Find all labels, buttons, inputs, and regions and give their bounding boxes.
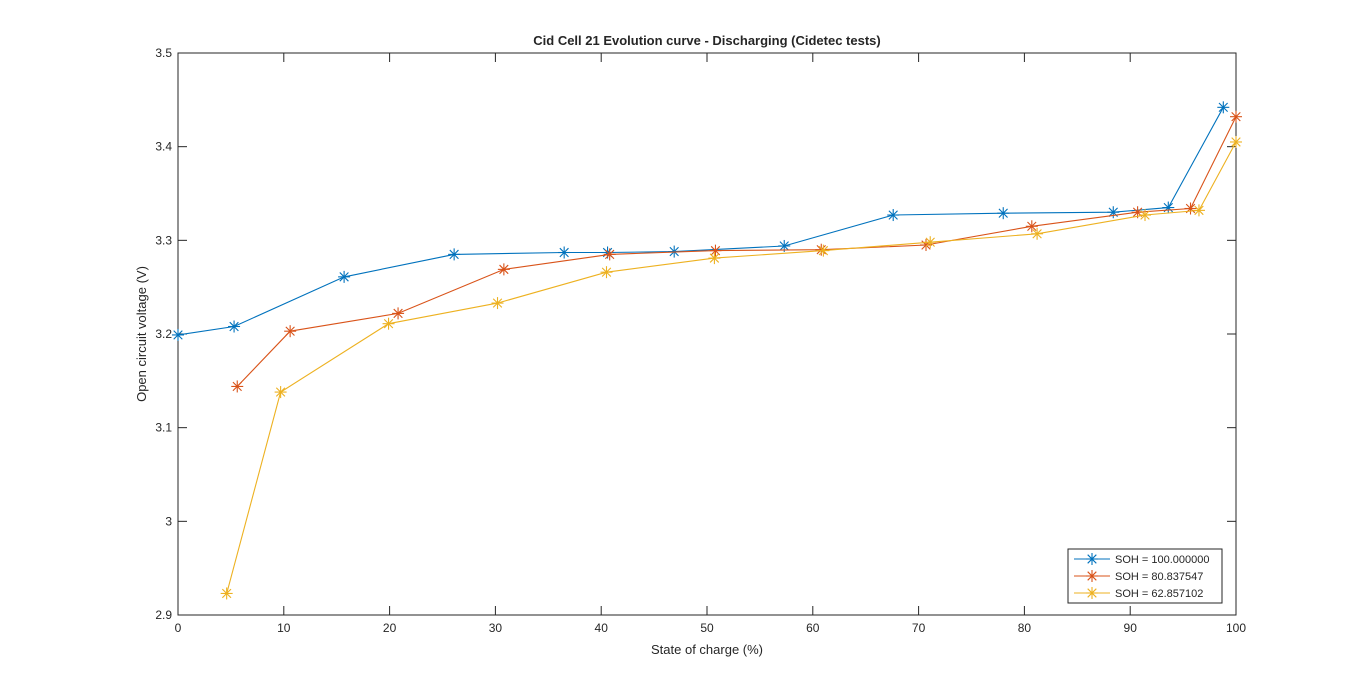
data-point-series-3 (1192, 204, 1205, 217)
y-tick-label: 3.3 (155, 233, 172, 247)
legend-marker-3 (1086, 587, 1098, 599)
x-tick-label: 70 (912, 621, 926, 635)
data-point-series-3 (1230, 135, 1242, 148)
x-tick-label: 100 (1226, 621, 1246, 635)
data-point-series-1 (778, 239, 791, 252)
data-point-series-1 (172, 328, 184, 341)
y-tick-label: 2.9 (155, 608, 172, 622)
y-tick-label: 3.5 (155, 46, 172, 60)
x-tick-label: 80 (1018, 621, 1032, 635)
legend-marker-1 (1086, 553, 1098, 565)
x-tick-label: 10 (277, 621, 291, 635)
data-point-series-2 (231, 380, 244, 393)
data-point-series-2 (392, 307, 405, 320)
x-tick-label: 30 (489, 621, 503, 635)
plot-area: 0 10 20 30 40 50 60 70 80 90 100 2.9 3 3.1 3.2 3.3 3.4 3.… (155, 46, 1246, 635)
data-point-series-1 (887, 209, 900, 222)
data-point-series-1 (228, 320, 241, 333)
x-tick-label: 0 (175, 621, 182, 635)
series-line-2 (236, 116, 1237, 387)
y-tick-label: 3.2 (155, 327, 172, 341)
series-line-3 (226, 141, 1237, 594)
y-tick-label: 3 (165, 514, 172, 528)
data-point-series-2 (603, 248, 616, 261)
legend-marker-2 (1086, 570, 1098, 582)
data-point-series-1 (997, 207, 1010, 220)
data-point-series-3 (600, 266, 613, 279)
chart-title: Cid Cell 21 Evolution curve - Dischargin… (533, 33, 880, 48)
x-tick-label: 40 (595, 621, 609, 635)
data-point-series-1 (338, 270, 351, 283)
legend: SOH = 100.000000 SOH = 80.837547 SOH = 62.… (1067, 548, 1223, 604)
data-point-series-3 (382, 317, 395, 330)
legend-label-3: SOH = 62.857102 (1115, 588, 1203, 600)
data-point-series-3 (1031, 227, 1044, 240)
x-tick-label: 20 (383, 621, 397, 635)
x-tick-label: 50 (700, 621, 714, 635)
data-point-series-3 (220, 587, 233, 600)
data-point-series-3 (817, 244, 830, 257)
data-point-series-2 (1230, 110, 1242, 123)
data-point-series-3 (491, 297, 504, 310)
legend-label-1: SOH = 100.000000 (1115, 554, 1210, 566)
x-tick-label: 60 (806, 621, 820, 635)
data-point-series-1 (448, 248, 461, 261)
data-point-series-3 (924, 236, 937, 249)
y-axis-label: Open circuit voltage (V) (134, 266, 149, 402)
series-line-1 (177, 107, 1224, 336)
data-point-series-2 (1025, 220, 1038, 233)
data-point-series-2 (284, 325, 297, 338)
data-point-series-3 (274, 386, 287, 399)
y-tick-label: 3.1 (155, 421, 172, 435)
data-point-series-2 (1184, 202, 1197, 215)
legend-label-2: SOH = 80.837547 (1115, 571, 1203, 583)
axes-box (177, 52, 1237, 616)
data-point-series-2 (497, 263, 510, 276)
data-point-series-3 (1139, 209, 1152, 222)
data-point-series-1 (1162, 201, 1175, 214)
x-tick-label: 90 (1124, 621, 1138, 635)
y-tick-label: 3.4 (155, 140, 172, 154)
data-point-series-1 (558, 246, 571, 259)
data-point-series-1 (1217, 101, 1230, 114)
data-point-series-3 (708, 252, 721, 265)
x-axis-label: State of charge (%) (651, 642, 763, 657)
data-point-series-2 (815, 243, 828, 256)
